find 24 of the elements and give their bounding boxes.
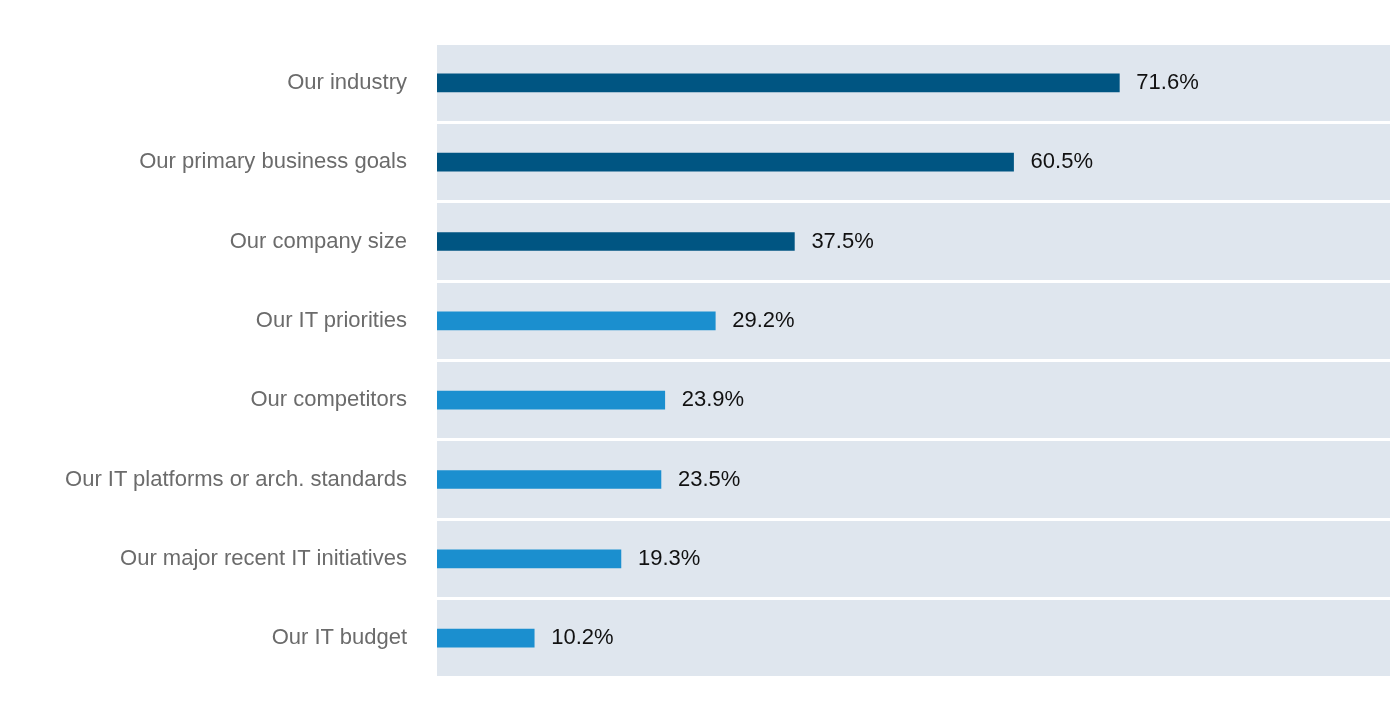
data-label: 37.5% bbox=[811, 227, 874, 253]
y-tick-label: Our major recent IT initiatives bbox=[120, 544, 407, 570]
y-tick-label: Our IT platforms or arch. standards bbox=[65, 465, 407, 491]
bar bbox=[437, 232, 795, 251]
data-label: 10.2% bbox=[551, 624, 614, 650]
data-label: 23.5% bbox=[677, 465, 741, 491]
y-tick-label: Our IT budget bbox=[271, 624, 407, 650]
y-tick-label: Our industry bbox=[287, 68, 407, 94]
bar bbox=[437, 152, 1014, 172]
data-label: 19.3% bbox=[637, 544, 701, 570]
bar bbox=[437, 470, 662, 489]
data-label: 60.5% bbox=[1030, 148, 1093, 174]
data-label: 71.6% bbox=[1136, 68, 1199, 94]
data-label: 29.2% bbox=[732, 306, 795, 332]
data-label: 23.9% bbox=[681, 386, 745, 412]
bar bbox=[437, 549, 622, 569]
y-tick-label: Our primary business goals bbox=[139, 148, 407, 174]
y-tick-label: Our IT priorities bbox=[255, 306, 407, 332]
y-tick-label: Our competitors bbox=[250, 386, 407, 412]
bar bbox=[437, 311, 716, 331]
y-tick-label: Our company size bbox=[229, 227, 407, 253]
bar bbox=[437, 390, 666, 410]
bar bbox=[437, 73, 1120, 93]
bar bbox=[437, 628, 535, 648]
